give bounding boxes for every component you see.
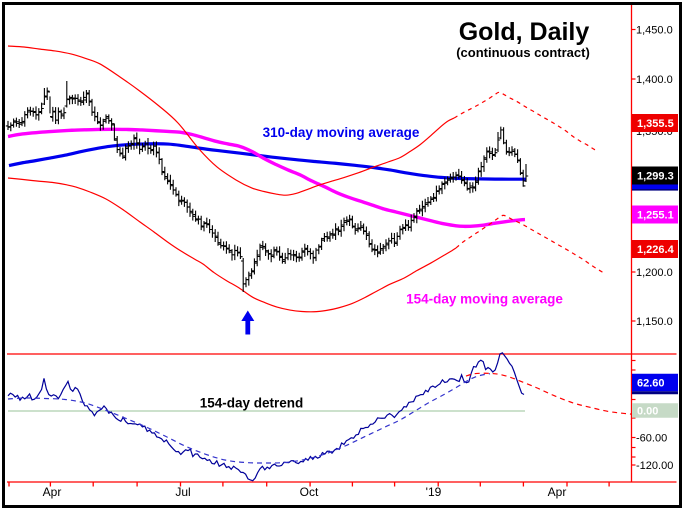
detrend-value-box: 62.60	[632, 373, 678, 395]
upper-channel-value-bg	[632, 114, 678, 132]
upper-channel-value-box: 1,355.5	[632, 114, 678, 132]
price-bars-layer	[5, 81, 529, 292]
series-upper-channel	[7, 45, 455, 196]
series-154-day-detrend	[7, 352, 525, 482]
upper-channel-value-label: 1,355.5	[637, 118, 674, 130]
lower-channel-value-label: 1,226.4	[637, 244, 675, 256]
price-tick-label: 1,450.0	[636, 25, 673, 37]
lower-channel-value-box: 1,226.4	[632, 240, 678, 258]
last-price-value-box: 1,299.3	[632, 166, 678, 191]
last-price-value-understrip-edge	[632, 189, 678, 191]
ma154-value-bg	[632, 205, 678, 224]
series-lower-channel-projection	[455, 214, 604, 273]
detrend-layer	[7, 352, 635, 482]
up-arrow-icon	[241, 310, 255, 335]
series-154-day-moving-average	[7, 127, 526, 229]
lower-channel-value-bg	[632, 240, 678, 258]
ma154-value-box: 1,255.1	[632, 205, 678, 224]
osc-tick-label: -120.00	[636, 460, 673, 472]
month-label: '19	[426, 485, 442, 499]
series-lower-channel	[7, 177, 457, 313]
zero-value-label: 0.00	[637, 406, 658, 418]
month-label: Jul	[175, 485, 190, 499]
detrend-value-label: 62.60	[637, 378, 665, 390]
price-tick-label: 1,150.0	[636, 316, 673, 328]
series-310-day-moving-average	[8, 142, 527, 181]
price-series-layer	[7, 45, 604, 313]
axes-layer	[7, 5, 677, 487]
series-detrend-smoothed	[7, 373, 491, 464]
detrend-value-bg	[632, 373, 678, 392]
ma310-annotation: 310-day moving average	[263, 125, 420, 140]
ma154-annotation: 154-day moving average	[406, 292, 563, 307]
month-label: Oct	[300, 485, 319, 499]
detrend-value-band	[632, 391, 678, 395]
series-upper-channel-projection	[453, 91, 598, 152]
last-price-value-label: 1,299.3	[637, 171, 674, 183]
axis-labels-layer: 1,350.01,450.01,400.01,200.01,150.0-60.0…	[43, 25, 678, 499]
chart-title: Gold, Daily	[459, 18, 590, 46]
price-tick-label: 1,200.0	[636, 267, 673, 279]
zero-value-bg	[632, 403, 678, 418]
month-label: Apr	[43, 485, 62, 499]
osc-tick-label: -60.00	[636, 433, 667, 445]
ma154-value-label: 1,255.1	[637, 210, 674, 222]
series-detrend-projection	[465, 372, 635, 416]
ohlc-bars	[5, 81, 529, 292]
chart-subtitle: (continuous contract)	[456, 45, 590, 60]
month-label: Apr	[548, 485, 567, 499]
price-tick-label: 1,400.0	[636, 74, 673, 86]
last-price-value-bg	[632, 166, 678, 185]
detrend-annotation: 154-day detrend	[200, 396, 304, 411]
zero-value-box: 0.00	[632, 403, 678, 418]
